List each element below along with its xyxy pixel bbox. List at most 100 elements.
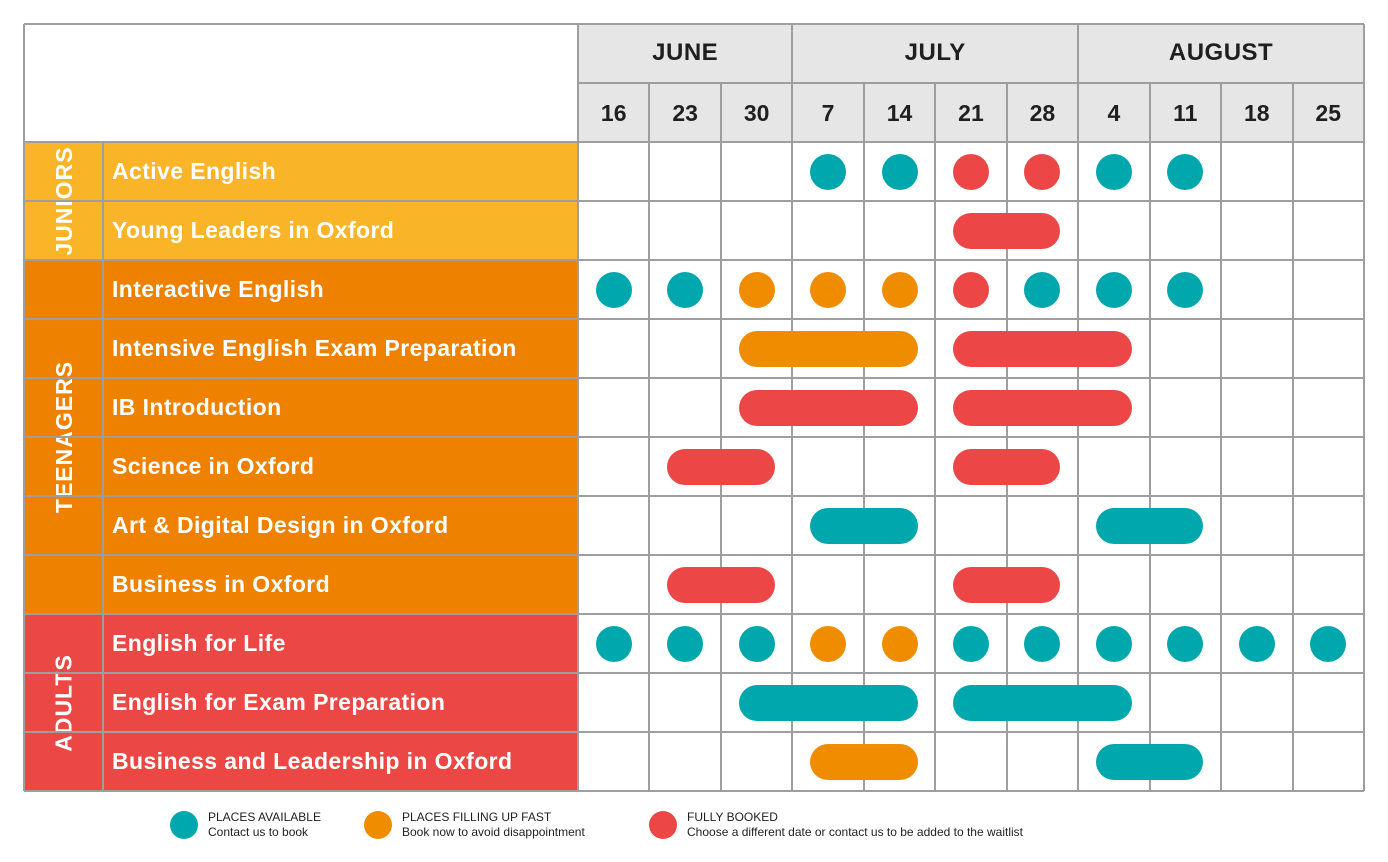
week-header: 25 [1315, 99, 1342, 126]
status-dot-available [1024, 271, 1061, 308]
status-bar-available [1095, 507, 1204, 544]
week-header: 21 [958, 99, 984, 126]
status-bar-booked [667, 448, 775, 485]
grid-line [1005, 83, 1008, 791]
group-background-adults [24, 614, 578, 791]
grid-line [24, 554, 1364, 556]
status-dot-available [595, 625, 632, 662]
status-dot-available [595, 271, 632, 308]
grid-line [23, 24, 25, 791]
status-bar-booked [952, 330, 1132, 367]
status-dot-filling [738, 271, 775, 308]
legend-text: PLACES AVAILABLE Contact us to book [208, 810, 321, 840]
legend-title: FULLY BOOKED [687, 810, 778, 824]
status-dot-booked [952, 271, 989, 308]
course-name: IB Introduction [112, 394, 282, 420]
status-bar-available [810, 507, 918, 544]
grid-line [1291, 83, 1294, 791]
course-name: Interactive English [112, 276, 325, 302]
status-dot-available [667, 625, 704, 662]
status-dot-available [881, 153, 918, 190]
course-name: Young Leaders in Oxford [112, 217, 395, 243]
status-dot-available [1238, 625, 1275, 662]
status-dot-filling [810, 271, 847, 308]
course-name: Intensive English Exam Preparation [112, 335, 517, 361]
grid-line [24, 141, 1364, 143]
status-bar-filling [810, 743, 918, 780]
grid-line [1148, 83, 1151, 791]
status-bar-filling [738, 330, 918, 367]
status-bar-booked [952, 389, 1132, 426]
status-bar-booked [738, 389, 918, 426]
grid-line [24, 613, 1364, 615]
grid-line [24, 259, 1364, 261]
status-dot-available [1167, 153, 1204, 190]
status-dot-available [1024, 625, 1061, 662]
week-header: 28 [1029, 99, 1056, 126]
month-header: JULY [904, 39, 966, 66]
status-dot-filling [881, 271, 918, 308]
week-header: 16 [600, 99, 627, 126]
month-header: AUGUST [1168, 39, 1274, 66]
grid-line [24, 436, 1364, 438]
week-header: 14 [886, 99, 913, 126]
legend-subtitle: Book now to avoid disappointment [402, 825, 585, 839]
grid-line [934, 83, 937, 791]
status-dot-available [1310, 625, 1347, 662]
grid-line [24, 200, 1364, 202]
legend-text: PLACES FILLING UP FAST Book now to avoid … [402, 810, 585, 840]
status-dot-available [738, 625, 775, 662]
legend-title: PLACES FILLING UP FAST [402, 810, 552, 824]
week-header: 7 [821, 99, 835, 126]
week-header: 4 [1107, 99, 1121, 126]
grid-line [862, 83, 865, 791]
grid-line [719, 83, 722, 791]
legend-item-booked: FULLY BOOKED Choose a different date or c… [649, 810, 1023, 840]
course-name: Business in Oxford [112, 571, 331, 597]
status-dot-available [1167, 625, 1204, 662]
week-header: 11 [1173, 99, 1198, 126]
legend-item-filling: PLACES FILLING UP FAST Book now to avoid … [364, 810, 585, 840]
status-bar-available [952, 684, 1132, 721]
grid-line [577, 24, 579, 791]
grid-line [24, 318, 1364, 320]
status-dot-booked [1024, 153, 1061, 190]
course-name: English for Exam Preparation [112, 689, 446, 715]
status-dot-available [1167, 271, 1204, 308]
legend-text: FULLY BOOKED Choose a different date or c… [687, 810, 1023, 840]
status-bar-booked [667, 566, 775, 603]
grid-line [1362, 24, 1365, 791]
course-name: Science in Oxford [112, 453, 315, 479]
legend-subtitle: Choose a different date or contact us to… [687, 825, 1023, 839]
course-name: Business and Leadership in Oxford [112, 748, 513, 774]
status-dot-available [1095, 271, 1132, 308]
legend-dot-available [170, 811, 198, 839]
grid-line [24, 377, 1364, 379]
status-bar-available [1095, 743, 1204, 780]
status-dot-available [810, 153, 847, 190]
course-name: English for Life [112, 630, 286, 656]
week-header: 23 [672, 99, 698, 126]
status-bar-booked [952, 566, 1061, 603]
grid-line [24, 790, 1364, 792]
legend-title: PLACES AVAILABLE [208, 810, 321, 824]
week-header: 18 [1243, 99, 1270, 126]
status-dot-available [667, 271, 704, 308]
status-bar-booked [952, 448, 1061, 485]
week-header: 30 [743, 99, 770, 126]
legend-item-available: PLACES AVAILABLE Contact us to book [170, 810, 321, 840]
grid-line [648, 83, 651, 791]
status-bar-booked [952, 212, 1061, 249]
grid-line [102, 142, 104, 791]
group-label-adults: ADULTS [50, 653, 76, 752]
legend-dot-booked [649, 811, 677, 839]
status-dot-booked [952, 153, 989, 190]
month-header: JUNE [652, 39, 719, 66]
grid-line [24, 731, 1364, 733]
status-dot-available [952, 625, 989, 662]
grid-line [578, 23, 1364, 25]
grid-line [1220, 83, 1223, 791]
legend-subtitle: Contact us to book [208, 825, 309, 839]
status-dot-filling [810, 625, 847, 662]
